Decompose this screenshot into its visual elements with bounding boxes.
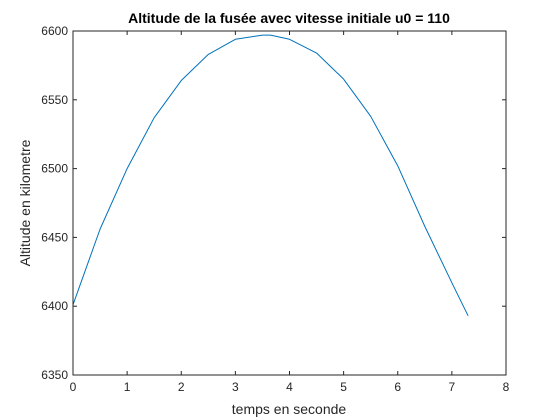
x-tick-label: 5 [340,380,347,394]
plot-area [73,31,506,375]
y-axis-label: Altitude en kilometre [17,139,33,266]
y-tick-label: 6400 [41,299,68,313]
y-tick-label: 6600 [41,24,68,38]
x-tick-label: 0 [70,380,77,394]
chart-title: Altitude de la fusée avec vitesse initia… [128,10,450,26]
x-tick-label: 8 [503,380,510,394]
series-layer [72,34,469,317]
series-line [72,34,469,317]
y-tick-label: 6550 [41,93,68,107]
x-tick-label: 2 [178,380,185,394]
y-tick-label: 6500 [41,162,68,176]
x-tick-label: 1 [124,380,131,394]
x-axis-label: temps en seconde [232,401,347,417]
x-tick-label: 3 [232,380,239,394]
y-tick-label: 6450 [41,230,68,244]
ticks-layer: 0 1 2 3 4 5 6 7 8 6350 6400 6450 6500 6550 6600 [41,24,509,394]
x-tick-label: 6 [394,380,401,394]
y-tick-label: 6350 [41,368,68,382]
x-tick-label: 7 [449,380,456,394]
x-tick-label: 4 [286,380,293,394]
